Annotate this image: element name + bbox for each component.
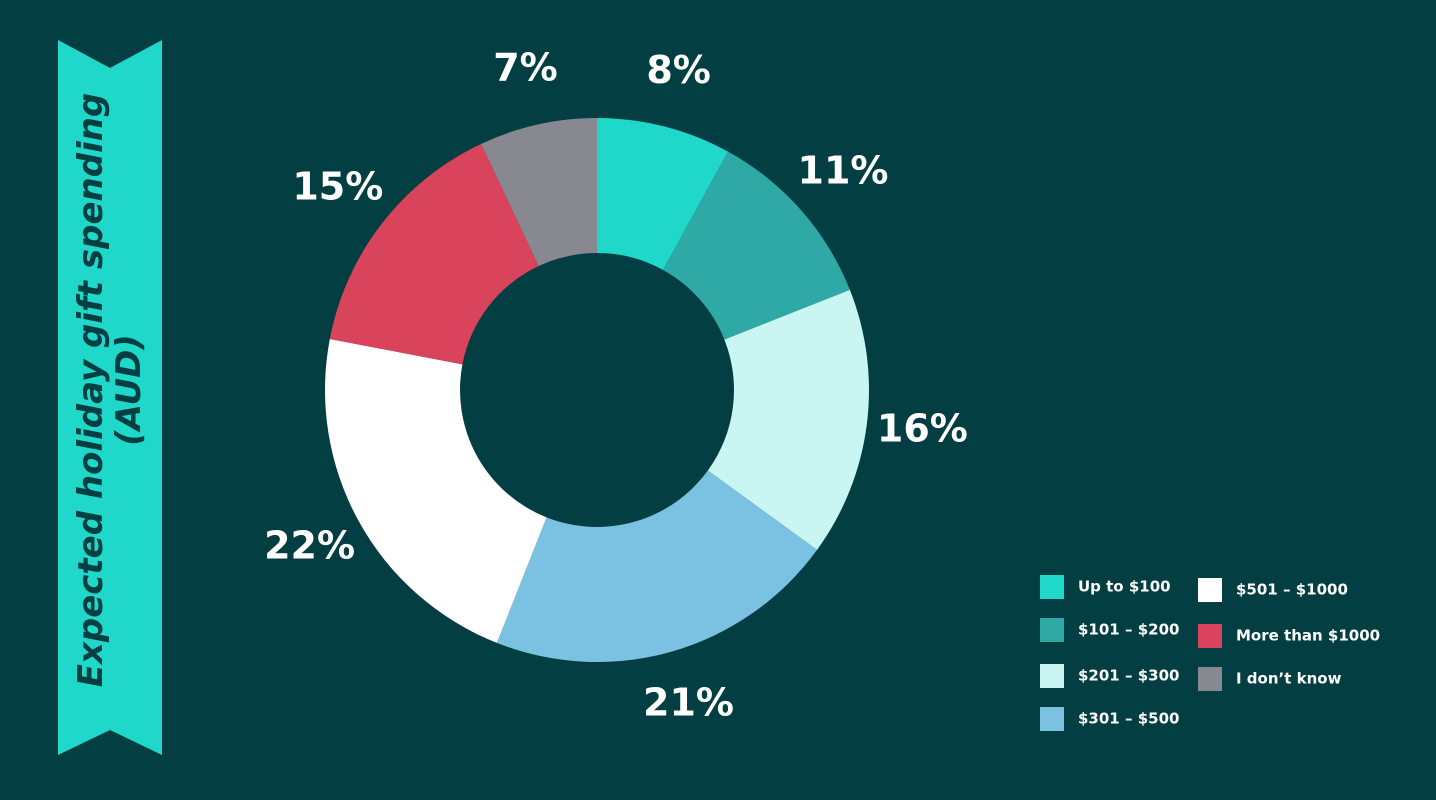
donut-slice: [325, 339, 547, 643]
value-labels: 8% 11% 16% 21% 22% 15% 7%: [264, 45, 968, 724]
donut-slice: [329, 143, 539, 365]
donut-slice: [663, 151, 850, 340]
legend-swatch: [1040, 575, 1064, 599]
value-label: 21%: [643, 680, 734, 724]
donut-slice: [496, 470, 818, 662]
legend-label: $301 – $500: [1078, 710, 1179, 728]
legend-swatch: [1198, 667, 1222, 691]
value-label: 8%: [646, 48, 711, 92]
donut-slice: [481, 118, 597, 267]
legend-label: More than $1000: [1236, 627, 1380, 645]
value-label: 15%: [292, 164, 383, 208]
donut-slice: [707, 289, 870, 550]
value-label: 16%: [877, 407, 968, 451]
donut: [325, 118, 870, 662]
value-label: 11%: [798, 149, 889, 193]
value-label: 22%: [264, 524, 355, 568]
donut-slice: [597, 118, 729, 270]
legend-label: $101 – $200: [1078, 621, 1179, 639]
legend-swatch: [1040, 618, 1064, 642]
legend-swatch: [1198, 624, 1222, 648]
legend-swatch: [1198, 578, 1222, 602]
value-label: 7%: [493, 45, 558, 89]
legend-swatch: [1040, 664, 1064, 688]
legend-label: Up to $100: [1078, 578, 1171, 596]
title-ribbon: [58, 40, 162, 755]
legend-label: I don’t know: [1236, 670, 1342, 688]
legend-label: $501 – $1000: [1236, 581, 1348, 599]
legend-label: $201 – $300: [1078, 667, 1179, 685]
legend: Up to $100 $101 – $200 $201 – $300 $301 – $…: [1040, 575, 1380, 731]
legend-swatch: [1040, 707, 1064, 731]
chart-title: Expected holiday gift spending (AUD): [71, 92, 149, 688]
